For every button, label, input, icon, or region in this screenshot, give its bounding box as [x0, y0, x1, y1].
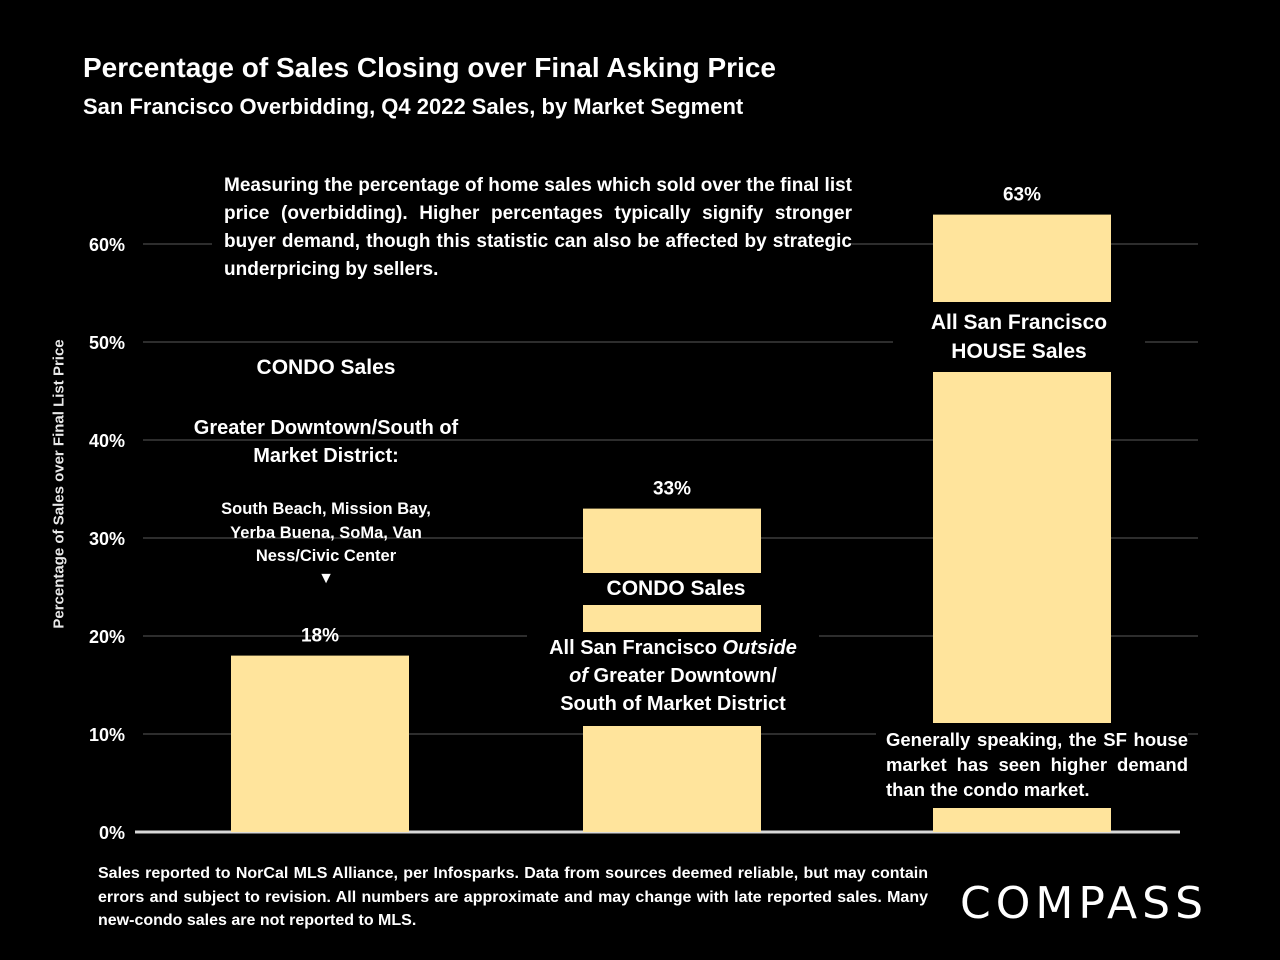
house-market-note: Generally speaking, the SF house market … [876, 723, 1188, 808]
y-tick-label: 10% [89, 725, 125, 745]
down-arrow-icon: ▼ [318, 570, 334, 587]
y-axis-label: Percentage of Sales over Final List Pric… [50, 339, 68, 629]
condo2-line1-em: Outside [722, 637, 797, 659]
y-tick-label: 20% [89, 627, 125, 647]
y-tick-label: 60% [89, 235, 125, 255]
condo2-segment-title: CONDO Sales [556, 573, 796, 605]
bar-value-label: 63% [1003, 185, 1041, 206]
chart-subtitle: San Francisco Overbidding, Q4 2022 Sales… [83, 94, 744, 119]
condo1-neighborhoods: South Beach, Mission Bay, Yerba Buena, S… [221, 500, 431, 565]
y-tick-label: 40% [89, 431, 125, 451]
condo2-district-label: All San Francisco Outside of Greater Dow… [527, 632, 819, 726]
chart-title: Percentage of Sales Closing over Final A… [83, 52, 776, 83]
compass-logo: COMPASS [960, 878, 1208, 929]
source-footnote: Sales reported to NorCal MLS Alliance, p… [98, 865, 928, 929]
condo1-segment-title: CONDO Sales [256, 356, 396, 379]
chart-description: Measuring the percentage of home sales w… [212, 170, 852, 288]
house-segment-title: All San Francisco HOUSE Sales [893, 302, 1145, 372]
bar-value-label: 33% [653, 479, 691, 500]
condo2-line1-pre: All San Francisco [549, 637, 723, 659]
bar-value-label: 18% [301, 626, 339, 647]
y-tick-label: 50% [89, 333, 125, 353]
y-tick-label: 0% [99, 823, 125, 843]
y-tick-label: 30% [89, 529, 125, 549]
condo2-line2-em: of [569, 665, 588, 687]
condo2-line3: South of Market District [560, 693, 786, 715]
condo2-line2-post: Greater Downtown/ [587, 665, 777, 687]
condo1-district-label: Greater Downtown/South of Market Distric… [193, 417, 459, 467]
bar [231, 655, 409, 832]
